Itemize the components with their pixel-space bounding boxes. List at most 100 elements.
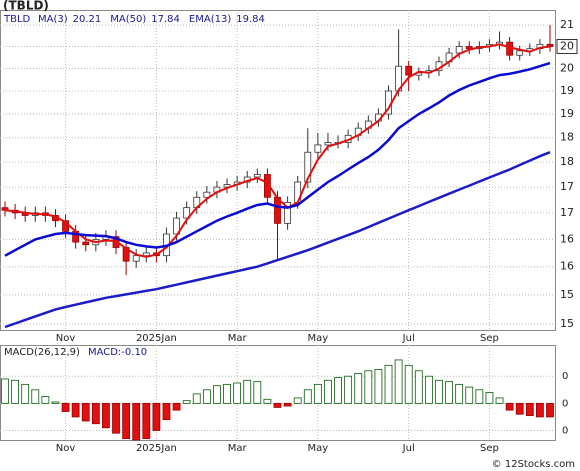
macd-bar [263,398,272,404]
candle-body [132,255,140,262]
macd-bar [132,402,141,441]
line-series [4,61,551,257]
macd-bar [11,379,19,404]
macd-current: MACD:-0.10 [88,347,147,358]
macd-bar [303,389,312,404]
x-tick-label: Jul [402,333,415,344]
macd-bar [142,402,151,440]
macd-bar [81,402,90,422]
macd-bar [515,402,524,415]
x-tick-label: Mar [228,333,248,344]
x-tick-label: May [308,443,329,454]
macd-bar [192,393,201,404]
macd-bar [344,375,353,404]
y-tick-label: 16 [560,232,574,245]
y-tick-label: 0 [562,398,568,409]
candle-body [284,202,291,224]
macd-bar [414,370,423,404]
x-tick-label: Mar [228,443,248,454]
macd-bar [202,389,211,404]
legend-name: MA(3) [38,14,68,25]
macd-bar [102,402,110,429]
x-tick-label: Nov [56,333,76,344]
candle-body [253,174,261,178]
macd-bar [313,383,322,404]
macd-bar [162,402,171,421]
x-tick-label: Jul [402,443,415,454]
macd-bar [495,397,504,404]
macd-bar [243,379,252,404]
y-tick-label: 20 [560,61,574,74]
legend-name: EMA(13) [189,14,231,25]
candle-body [314,144,322,153]
x-tick-label: Sep [480,333,499,344]
macd-bar [384,364,393,404]
macd-bar [445,381,453,404]
macd-bar [536,402,544,418]
macd-bar [546,402,554,418]
legend-value: 20.21 [73,14,102,25]
y-tick-label: 19 [560,107,574,120]
x-tick-label: Nov [56,443,76,454]
macd-bar [41,396,50,404]
macd-bar [283,402,292,407]
candle-body [516,50,524,56]
macd-bar [233,382,242,404]
legend-value: 17.84 [151,14,180,25]
y-tick-label: 16 [560,260,574,273]
macd-bar [334,377,342,404]
macd-bar [324,379,332,404]
x-tick-label: Sep [480,443,499,454]
candle-body [183,207,191,219]
macd-bar [435,379,443,404]
legend-name: MA(50) [110,14,146,25]
macd-bar [31,389,40,404]
macd-bar [152,402,161,431]
line-series [4,43,551,258]
x-tick-label: May [308,333,329,344]
candle-body [405,65,413,76]
macd-bar [485,392,494,404]
y-tick-label: 15 [560,288,574,301]
macd-bar [213,385,221,404]
macd-bar [223,383,231,404]
y-tick-label: 17 [560,206,574,219]
macd-bar [293,397,302,404]
macd-bar [172,402,181,411]
macd-bar [525,402,534,416]
macd-bar [455,383,464,404]
y-tick-label: 0 [562,426,568,437]
y-tick-label: 18 [560,155,574,168]
macd-bar [253,381,262,404]
candle-body [142,252,150,257]
candle-body [324,142,332,146]
chart-title: (TBLD) [3,0,49,13]
footer: © 12Stocks.com [492,459,575,470]
macd-bar [122,402,131,440]
macd-bar [505,402,514,411]
macd-bar [71,402,80,418]
macd-bar [61,402,70,412]
macd-title: MACD(26,12,9) [4,347,80,358]
macd-bar [404,364,413,404]
macd-bar [394,359,403,404]
candle-body [203,191,211,198]
line-series [4,151,551,329]
macd-panel [0,345,556,441]
x-tick-label: 2025Jan [136,333,177,344]
y-tick-label: 0 [562,371,568,382]
macd-bar [21,383,30,404]
macd-bar [465,386,474,404]
macd-bar [424,375,433,404]
macd-bar [354,373,363,404]
price-panel [0,10,556,331]
y-tick-label: 21 [560,18,574,31]
macd-bar [182,400,191,404]
macd-bar [51,401,60,404]
legend-symbol: TBLD [3,14,31,25]
macd-bar [1,378,9,404]
y-tick-label: 17 [560,180,574,193]
y-tick-label: 18 [560,131,574,144]
y-tick-label: 15 [560,317,574,330]
